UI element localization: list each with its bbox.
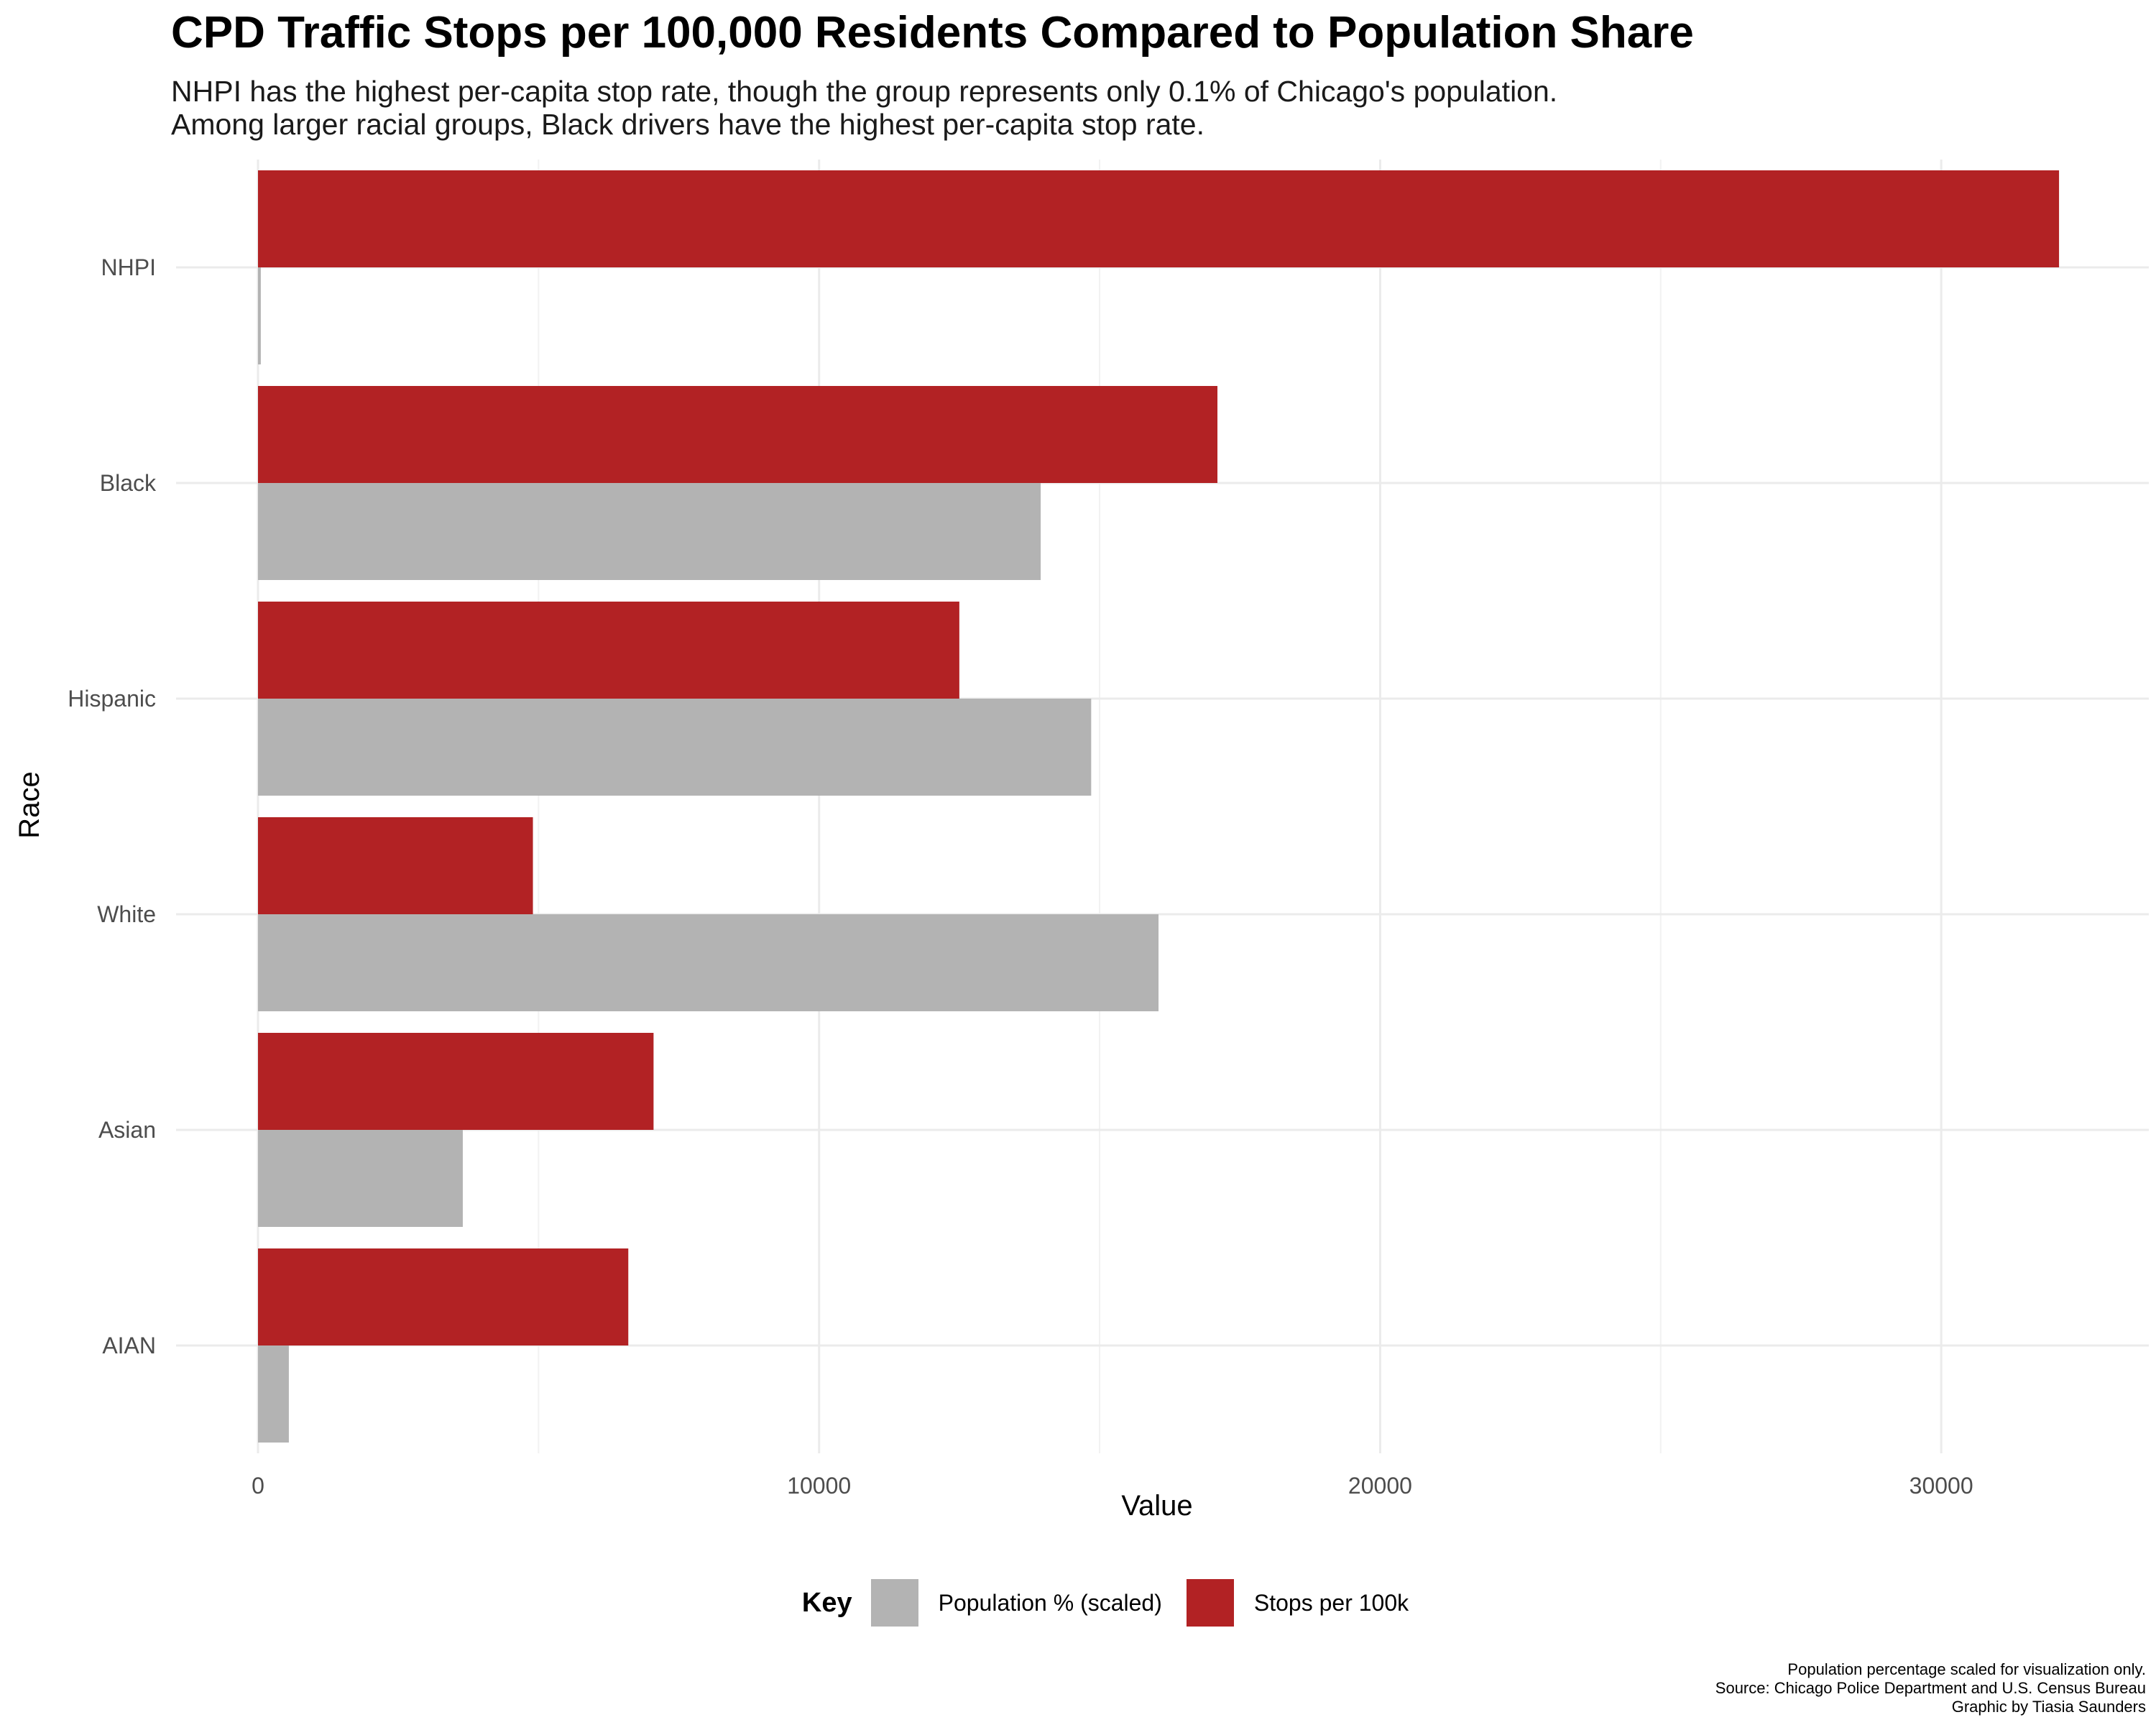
chart-plot: NHPI Black Hispanic White Asian AIAN 0 10000 200…: [14, 160, 2149, 1522]
bar-stops-black: [257, 386, 1218, 483]
y-tick-label-hispanic: Hispanic: [68, 686, 156, 712]
label-layer: NHPI Black Hispanic White Asian AIAN 0 10000 200…: [68, 254, 1973, 1499]
bar-layer: [257, 170, 2060, 1443]
legend-item-population: Population % (scaled): [870, 1579, 1162, 1627]
caption-line-2: Source: Chicago Police Department and U.…: [1715, 1679, 2146, 1697]
legend: Key Population % (scaled) Stops per 100k: [0, 1576, 2156, 1630]
y-tick-label-white: White: [97, 901, 156, 927]
legend-item-stops: Stops per 100k: [1186, 1579, 1409, 1627]
caption-line-1: Population percentage scaled for visuali…: [1787, 1660, 2146, 1678]
bar-population-nhpi: [257, 267, 261, 364]
y-tick-label-nhpi: NHPI: [101, 254, 156, 280]
chart-subtitle-line-2: Among larger racial groups, Black driver…: [171, 108, 1205, 141]
caption-line-3: Graphic by Tiasia Saunders: [1951, 1698, 2146, 1716]
y-axis-title: Race: [14, 771, 45, 838]
y-tick-label-asian: Asian: [98, 1117, 156, 1143]
legend-swatch-population: [870, 1579, 918, 1627]
x-tick-label: 0: [252, 1473, 264, 1499]
y-tick-label-aian: AIAN: [102, 1333, 156, 1358]
bar-stops-asian: [257, 1033, 654, 1130]
x-tick-label: 10000: [787, 1473, 851, 1499]
legend-label-stops: Stops per 100k: [1253, 1589, 1409, 1616]
legend-label-population: Population % (scaled): [938, 1589, 1162, 1616]
bar-stops-aian: [257, 1248, 629, 1346]
bar-stops-nhpi: [257, 170, 2060, 267]
legend-title: Key: [801, 1587, 852, 1618]
bar-population-black: [257, 483, 1041, 580]
chart-title: CPD Traffic Stops per 100,000 Residents …: [171, 8, 1694, 58]
chart-caption: Population percentage scaled for visuali…: [1715, 1660, 2146, 1716]
y-tick-label-black: Black: [100, 470, 157, 496]
bar-population-hispanic: [257, 699, 1092, 796]
bar-stops-hispanic: [257, 602, 959, 699]
x-tick-label: 30000: [1909, 1473, 1973, 1499]
x-tick-label: 20000: [1348, 1473, 1412, 1499]
bar-population-white: [257, 914, 1159, 1011]
bar-population-asian: [257, 1130, 463, 1227]
legend-swatch-stops: [1186, 1579, 1234, 1627]
bar-population-aian: [257, 1346, 289, 1443]
chart-subtitle-line-1: NHPI has the highest per-capita stop rat…: [171, 75, 1558, 108]
bar-stops-white: [257, 817, 533, 914]
x-axis-title: Value: [1121, 1490, 1192, 1522]
